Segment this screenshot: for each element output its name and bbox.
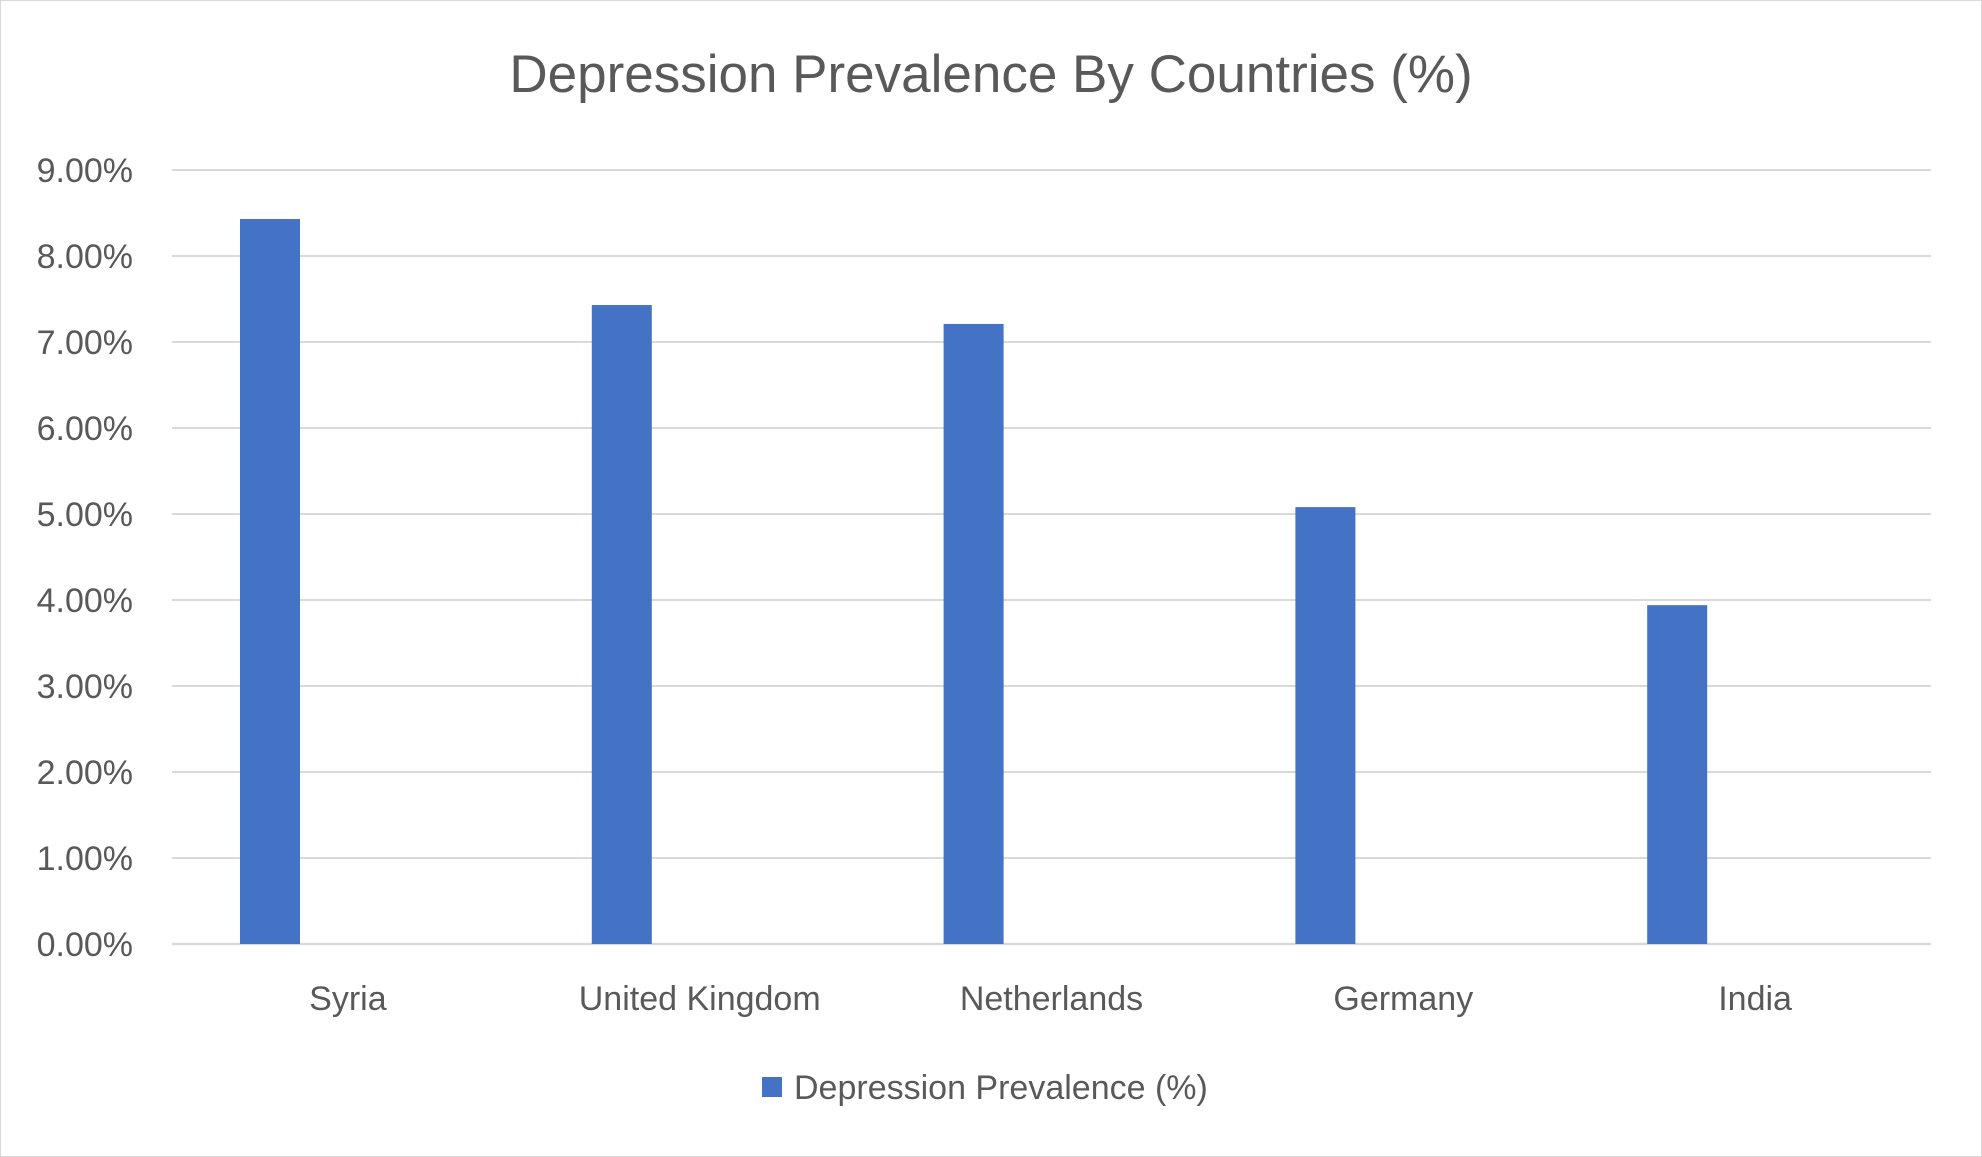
y-tick-label: 6.00%: [37, 410, 133, 448]
bars: [240, 219, 1708, 944]
legend-swatch: [762, 1077, 782, 1097]
x-tick-label: India: [1718, 980, 1792, 1018]
legend: Depression Prevalence (%): [762, 1069, 1208, 1107]
x-tick-label: Netherlands: [960, 980, 1143, 1018]
gridlines: [172, 169, 1931, 946]
bar-germany: [1295, 507, 1356, 944]
bar-netherlands: [943, 323, 1004, 944]
bar-united-kingdom: [591, 305, 652, 944]
y-tick-label: 1.00%: [37, 840, 133, 878]
x-tick-label: Germany: [1333, 980, 1473, 1018]
y-tick-label: 2.00%: [37, 754, 133, 792]
legend-label: Depression Prevalence (%): [794, 1069, 1208, 1107]
x-tick-label: United Kingdom: [579, 980, 821, 1018]
y-tick-label: 3.00%: [37, 668, 133, 706]
x-tick-label: Syria: [309, 980, 387, 1018]
y-axis-ticks: 0.00% 1.00% 2.00% 3.00% 4.00% 5.00% 6.00% 7.00%…: [37, 152, 133, 964]
chart-title: Depression Prevalence By Countries (%): [509, 45, 1472, 104]
bar-syria: [240, 219, 300, 944]
y-tick-label: 4.00%: [37, 582, 133, 620]
y-tick-label: 7.00%: [37, 324, 133, 362]
bar-india: [1647, 605, 1708, 944]
y-tick-label: 5.00%: [37, 496, 133, 534]
y-tick-label: 9.00%: [37, 152, 133, 190]
y-tick-label: 8.00%: [37, 238, 133, 276]
y-tick-label: 0.00%: [37, 926, 133, 964]
x-axis-ticks: Syria United Kingdom Netherlands Germany Ind…: [309, 980, 1792, 1018]
